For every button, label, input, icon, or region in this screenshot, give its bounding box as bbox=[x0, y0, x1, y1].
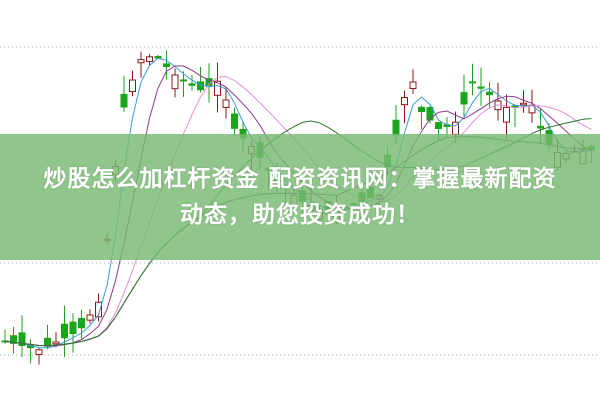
candle-body bbox=[435, 122, 442, 129]
candle-body bbox=[460, 92, 468, 105]
candle-body bbox=[418, 106, 425, 113]
candle-body bbox=[78, 317, 85, 329]
candle-body bbox=[129, 79, 136, 93]
banner-title-line-1: 炒股怎么加杠杆资金 配资资讯网：掌握最新配资 bbox=[43, 166, 557, 192]
candle-body bbox=[486, 91, 493, 96]
candle-body bbox=[503, 106, 510, 123]
candle-body bbox=[188, 83, 196, 86]
candle-body bbox=[171, 74, 179, 90]
candle-body bbox=[86, 314, 94, 321]
candle-body bbox=[137, 59, 145, 64]
candle-body bbox=[426, 106, 434, 121]
candle-body bbox=[61, 323, 68, 339]
candle-body bbox=[95, 301, 102, 318]
candle-body bbox=[409, 81, 417, 90]
candle-body bbox=[477, 86, 485, 89]
candle-body bbox=[214, 80, 221, 96]
candle-body bbox=[222, 99, 230, 108]
candle-body bbox=[69, 321, 77, 335]
banner-title-line-2: 动态，助您投资成功！ bbox=[180, 202, 420, 228]
candle-body bbox=[520, 102, 527, 106]
candle-body bbox=[180, 79, 187, 82]
candle-body bbox=[231, 113, 238, 129]
candle-body bbox=[392, 119, 400, 136]
candle-body bbox=[401, 97, 408, 106]
candle-body bbox=[469, 81, 476, 84]
candle-body bbox=[35, 349, 43, 355]
candle-body bbox=[10, 335, 17, 344]
candle-body bbox=[537, 125, 544, 129]
candle-body bbox=[120, 93, 128, 108]
candle-body bbox=[146, 56, 153, 62]
title-banner: 炒股怎么加杠杆资金 配资资讯网：掌握最新配资 动态，助您投资成功！ bbox=[0, 134, 600, 260]
candle-body bbox=[163, 63, 170, 68]
candle-body bbox=[44, 337, 51, 347]
candle-body bbox=[18, 332, 26, 347]
candle-body bbox=[52, 341, 60, 345]
